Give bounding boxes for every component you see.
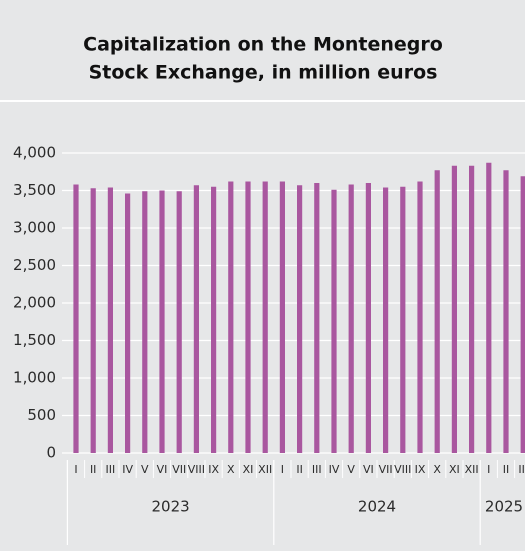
bar	[520, 176, 525, 453]
bar	[348, 184, 354, 453]
x-tick-label: VIII	[394, 463, 411, 476]
bar	[125, 193, 131, 453]
y-tick-label: 3,000	[13, 219, 56, 237]
x-tick-label: VIII	[188, 463, 205, 476]
bar	[503, 170, 509, 453]
x-tick-label: II	[296, 463, 303, 476]
bar	[331, 189, 337, 453]
x-tick-label: VII	[172, 463, 186, 476]
y-tick-label: 3,500	[13, 181, 56, 199]
x-tick-label: I	[487, 463, 490, 476]
y-tick-label: 2,000	[13, 294, 56, 312]
x-tick-label: XI	[243, 463, 254, 476]
bar	[107, 187, 113, 453]
x-tick-label: III	[518, 463, 525, 476]
year-label: 2025	[485, 498, 523, 516]
y-tick-label: 1,000	[13, 369, 56, 387]
bar	[262, 181, 268, 453]
bar	[245, 181, 251, 453]
bar	[176, 191, 182, 453]
x-tick-label: X	[433, 463, 441, 476]
x-tick-label: IX	[415, 463, 426, 476]
year-label: 2024	[358, 498, 396, 516]
x-tick-label: I	[281, 463, 284, 476]
y-tick-label: 500	[27, 406, 56, 424]
bar	[193, 185, 199, 453]
y-tick-label: 2,500	[13, 256, 56, 274]
x-tick-label: VII	[379, 463, 393, 476]
bar	[434, 170, 440, 453]
x-tick-label: VI	[157, 463, 168, 476]
bar	[383, 187, 389, 453]
bar	[469, 165, 475, 453]
bar	[90, 188, 96, 453]
x-tick-label: IV	[329, 463, 340, 476]
bar	[73, 184, 79, 453]
bar	[451, 165, 457, 453]
bar	[159, 190, 165, 453]
x-tick-label: III	[106, 463, 116, 476]
x-tick-label: II	[90, 463, 97, 476]
x-tick-label: VI	[363, 463, 374, 476]
x-tick-label: XII	[258, 463, 272, 476]
x-tick-label: V	[347, 463, 355, 476]
bar	[486, 162, 492, 453]
chart-title: Stock Exchange, in million euros	[89, 62, 438, 84]
x-tick-label: III	[312, 463, 322, 476]
bar	[279, 181, 285, 453]
y-tick-label: 0	[46, 444, 56, 462]
bar	[314, 183, 320, 453]
bar	[228, 181, 234, 453]
year-label: 2023	[152, 498, 190, 516]
bar	[400, 186, 406, 453]
bar	[297, 185, 303, 453]
x-tick-label: I	[74, 463, 77, 476]
y-tick-label: 1,500	[13, 331, 56, 349]
y-tick-label: 4,000	[13, 144, 56, 162]
x-tick-label: X	[227, 463, 235, 476]
bar	[417, 181, 423, 453]
chart-title: Capitalization on the Montenegro	[83, 34, 443, 56]
x-tick-label: IX	[208, 463, 219, 476]
x-tick-label: XI	[449, 463, 460, 476]
x-tick-label: IV	[122, 463, 133, 476]
bar	[211, 186, 217, 453]
bar	[142, 191, 148, 453]
bar	[365, 183, 371, 453]
x-tick-label: II	[503, 463, 510, 476]
x-tick-label: XII	[465, 463, 479, 476]
x-tick-label: V	[141, 463, 149, 476]
